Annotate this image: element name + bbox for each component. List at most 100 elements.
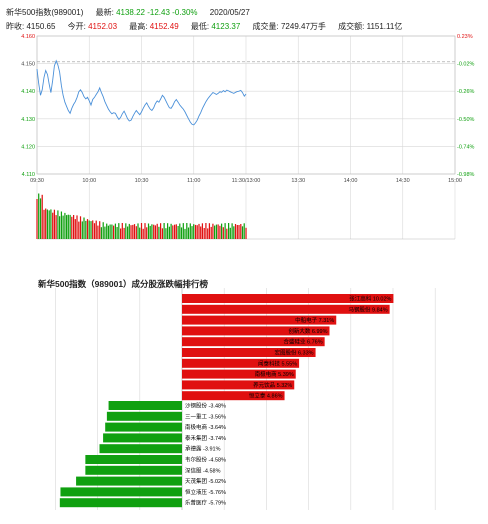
y-tick-right: -0.50%: [457, 117, 475, 123]
volume-bar: [163, 223, 165, 239]
volume-bar: [170, 223, 172, 239]
volume-bar: [194, 224, 197, 239]
volume-bar: [149, 225, 151, 239]
volume-value: 7249.47万手: [280, 22, 326, 31]
volume-bar: [107, 225, 110, 239]
loser-bar: [59, 498, 182, 508]
volume-bar: [160, 223, 162, 239]
volume-bar: [175, 224, 177, 239]
volume-bar: [60, 211, 63, 239]
gainer-label: 恒立泰 4.86%: [249, 392, 283, 400]
volume-bar: [205, 223, 207, 239]
y-tick-left: 4.140: [21, 89, 35, 95]
volume-bar: [83, 217, 85, 239]
volume-bar: [221, 223, 223, 239]
gainer-bar: [182, 337, 325, 347]
loser-bar: [106, 411, 182, 421]
open-value: 4152.03: [88, 22, 118, 31]
volume-bar: [151, 224, 153, 239]
volume-bar: [139, 227, 141, 239]
gainer-label: 宏图股份 6.33%: [274, 349, 313, 357]
volume-bar: [106, 223, 108, 239]
low-label: 最低:: [190, 22, 210, 31]
volume-bar: [128, 223, 130, 239]
volume-bar: [73, 215, 75, 239]
gainer-bar: [182, 391, 285, 401]
volume-bar: [50, 209, 52, 239]
volume-bar: [74, 219, 76, 239]
prev-close-value: 4150.65: [26, 22, 56, 31]
gainer-label: 闻泰科技 5.55%: [258, 359, 297, 367]
volume-bar: [180, 227, 183, 239]
volume-bar: [203, 228, 205, 239]
volume-bar: [81, 221, 83, 239]
volume-bar: [99, 221, 101, 239]
volume-bar: [137, 223, 139, 239]
volume-bar: [69, 214, 71, 239]
volume-bar: [201, 223, 204, 239]
volume-bar: [240, 224, 242, 239]
loser-label: 承德露 -3.91%: [185, 445, 221, 453]
volume-bar: [182, 223, 184, 239]
volume-bar: [179, 223, 181, 239]
volume-bar: [187, 227, 190, 239]
volume-bar: [130, 225, 132, 239]
volume-bar: [88, 220, 90, 239]
y-tick-right: -0.02%: [457, 62, 475, 68]
volume-bar: [76, 215, 78, 239]
volume-bar: [79, 216, 82, 239]
x-tick-label: 14:00: [344, 178, 358, 184]
loser-label: 三一重工 -3.56%: [185, 412, 226, 420]
volume-bar: [191, 226, 193, 239]
volume-bar: [132, 224, 134, 239]
volume-bar: [200, 226, 202, 239]
gainer-bar: [182, 380, 295, 390]
gainer-label: 创新大数 6.99%: [288, 327, 327, 335]
x-tick-label: 11:30/13:00: [232, 178, 261, 184]
volume-bar: [125, 223, 127, 239]
volume-bar: [114, 223, 117, 239]
volume-bar: [215, 224, 218, 239]
latest-label: 最新:: [95, 8, 114, 17]
volume-bar: [135, 226, 137, 239]
gainer-label: 马钢股份 9.84%: [348, 305, 387, 313]
loser-label: 恒立液压 -5.76%: [185, 488, 226, 496]
volume-bar: [43, 209, 45, 239]
volume-bar: [62, 215, 64, 239]
plot-frame: [36, 35, 456, 175]
loser-label: 沙钢股份 -3.48%: [185, 402, 226, 410]
loser-bar: [108, 401, 182, 410]
volume-bar: [121, 223, 123, 239]
loser-bar: [85, 455, 182, 464]
volume-bar: [208, 223, 211, 239]
gainer-bar: [182, 294, 394, 303]
high-value: 4152.49: [149, 22, 179, 31]
volume-bar: [36, 199, 38, 239]
loser-label: 泰禾集团 -3.74%: [185, 434, 226, 442]
gainer-label: 张江高科 10.02%: [349, 295, 391, 303]
volume-bar: [165, 228, 167, 239]
volume-bar: [52, 212, 54, 239]
amount-label: 成交额:: [338, 22, 365, 31]
volume-bar: [78, 221, 80, 239]
amount-value: 1151.11亿: [366, 22, 403, 31]
volume-bar: [92, 220, 94, 239]
volume-bar: [133, 224, 136, 239]
gainer-bar: [182, 358, 300, 368]
volume-bar: [67, 214, 69, 239]
volume-bar: [59, 216, 61, 239]
volume-bar: [236, 225, 238, 239]
loser-label: 天茂集团 -5.02%: [185, 477, 226, 485]
volume-bar: [102, 222, 104, 239]
volume-bar: [111, 224, 113, 239]
gainer-label: 南极电商 5.39%: [255, 370, 294, 378]
loser-bar: [76, 476, 182, 486]
index-name: 新华500指数(989001): [6, 8, 84, 17]
volume-bar: [116, 227, 118, 239]
volume-bar: [64, 212, 66, 239]
y-tick-left: 4.110: [22, 172, 35, 178]
volume-bar: [207, 228, 209, 239]
gainer-bar: [182, 369, 296, 379]
loser-label: 韦尔股份 -4.58%: [185, 456, 226, 464]
volume-bar: [231, 223, 233, 239]
